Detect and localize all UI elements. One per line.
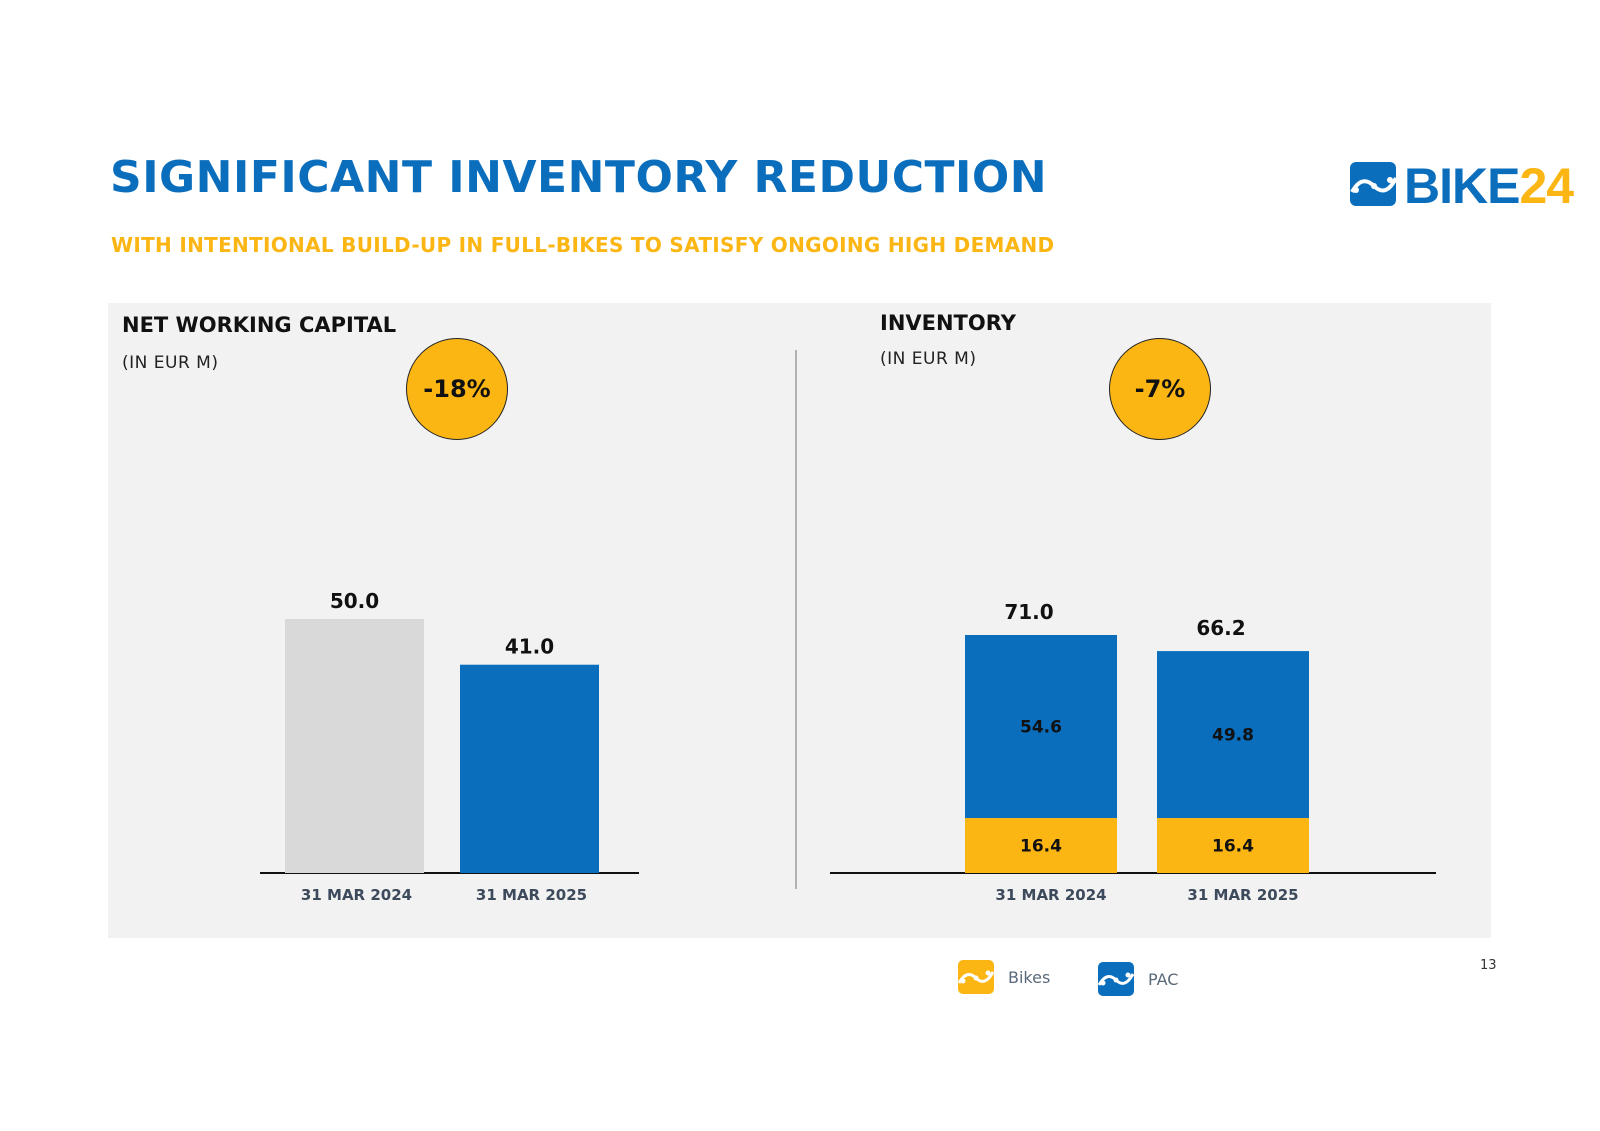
inventory-bikes-segment-1 [965,818,1117,873]
nwc-bar-1 [285,619,424,873]
legend-label-bikes: Bikes [1008,967,1051,987]
inventory-bikes-label-1: 16.4 [1020,837,1062,857]
nwc-value-label-2: 41.0 [505,635,554,659]
charts-svg: 50.0 31 MAR 2024 41.0 31 MAR 2025 16.4 54.6 71… [260,350,1436,904]
inventory-bikes-label-2: 16.4 [1212,837,1254,857]
page-title: SIGNIFICANT INVENTORY REDUCTION [110,152,1048,203]
inventory-change-badge: -7% [1109,338,1211,440]
inventory-total-label-2: 66.2 [1196,616,1245,640]
charts-panel: NET WORKING CAPITAL (IN EUR M) -18% INVE… [108,303,1491,938]
inventory-pac-label-1: 54.6 [1020,718,1062,738]
inventory-category-label-1: 31 MAR 2024 [995,886,1106,904]
nwc-category-label-1: 31 MAR 2024 [301,886,412,904]
nwc-chart-unit: (IN EUR M) [122,353,219,373]
inventory-total-label-1: 71.0 [1004,600,1053,624]
inventory-pac-label-2: 49.8 [1212,726,1254,746]
nwc-chart-title: NET WORKING CAPITAL [122,313,397,337]
page-subtitle: WITH INTENTIONAL BUILD-UP IN FULL-BIKES … [111,233,1055,257]
inventory-category-label-2: 31 MAR 2025 [1187,886,1298,904]
nwc-value-label-1: 50.0 [330,589,379,613]
nwc-bar-2 [460,664,599,873]
inventory-chart-title: INVENTORY [880,311,1016,335]
legend-label-pac: PAC [1148,969,1179,989]
page-number: 13 [1480,958,1497,973]
inventory-bikes-segment-2 [1157,818,1309,873]
inventory-pac-segment-2 [1157,651,1309,819]
bike24-logo: BIKE24 [1350,158,1574,218]
legend-item-pac: PAC [1098,962,1178,996]
logo-wordmark: BIKE24 [1404,158,1574,214]
inventory-pac-segment-1 [965,635,1117,819]
inventory-chart-unit: (IN EUR M) [880,349,977,369]
legend-item-bikes: Bikes [958,960,1050,994]
nwc-category-label-2: 31 MAR 2025 [476,886,587,904]
bikes-legend-icon [958,960,994,994]
chain-logo-icon [1350,162,1398,206]
pac-legend-icon [1098,962,1134,996]
nwc-change-badge: -18% [406,338,508,440]
